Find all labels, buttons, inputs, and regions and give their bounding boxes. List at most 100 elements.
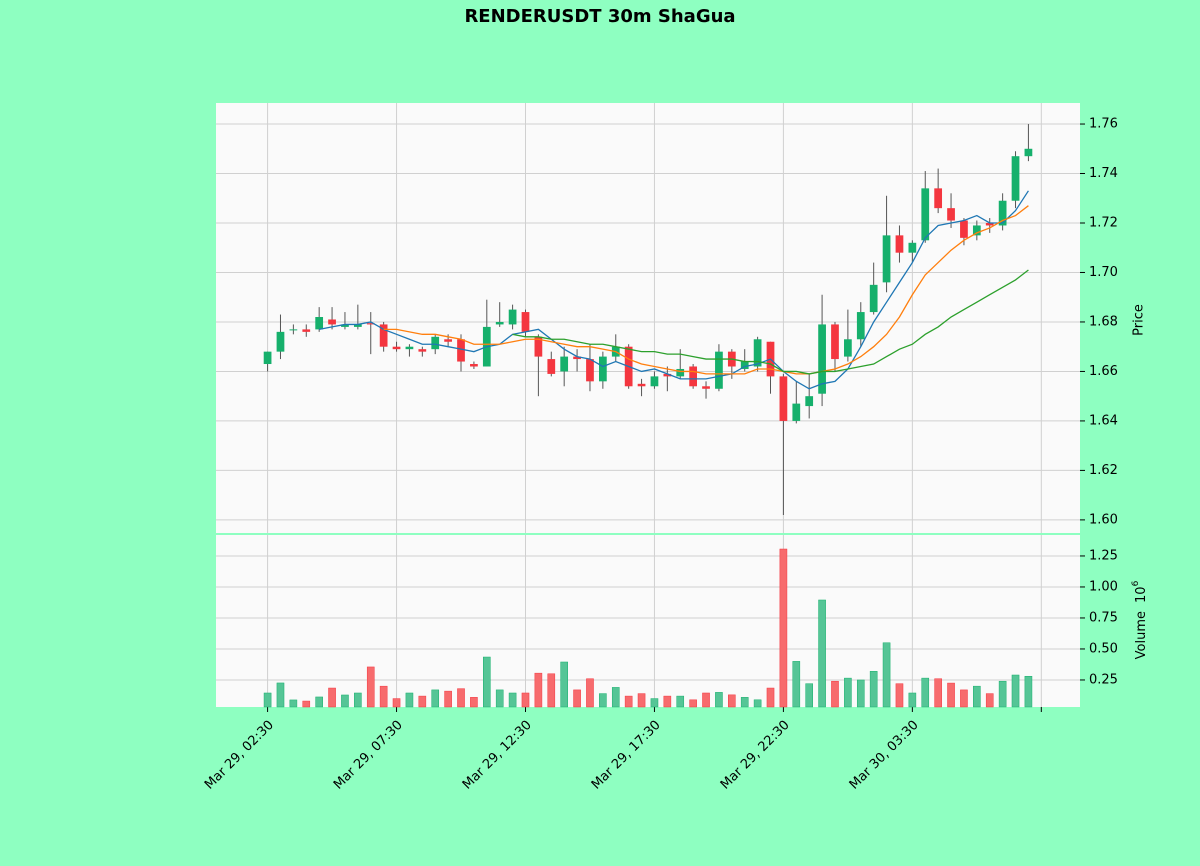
volume-bar	[844, 677, 852, 708]
volume-bar	[302, 700, 311, 708]
candle-body	[457, 339, 465, 362]
volume-bar	[637, 693, 646, 708]
y-tick-label: 1.70	[1089, 265, 1118, 280]
candle-body	[1011, 156, 1020, 201]
volume-bar	[599, 693, 607, 708]
y-tick-label: 1.74	[1089, 166, 1118, 181]
candle-body	[521, 312, 530, 332]
candle-body	[676, 368, 685, 377]
candle-body	[315, 317, 324, 330]
volume-bar	[560, 661, 568, 708]
volume-bar	[315, 696, 323, 708]
candle-body	[405, 346, 414, 350]
y2-tick-label: 1.00	[1089, 579, 1118, 594]
volume-bar	[792, 661, 801, 708]
volume-bar	[431, 689, 440, 708]
y2-tick-label: 1.25	[1089, 548, 1118, 563]
moving-average-line	[383, 205, 1029, 375]
y-tick-label: 1.62	[1089, 463, 1118, 478]
candle-body	[856, 312, 865, 340]
volume-bar	[392, 698, 401, 708]
candle-body	[805, 396, 814, 407]
candle-body	[740, 361, 749, 369]
volume-bar	[869, 671, 878, 708]
volume-bar	[805, 683, 813, 708]
volume-bar	[818, 599, 826, 708]
candle-body	[792, 403, 801, 421]
y-tick-label: 1.60	[1089, 512, 1118, 527]
volume-bar	[1011, 674, 1020, 708]
volume-bar	[676, 695, 685, 708]
candle-body	[1024, 148, 1033, 157]
volume-bar	[354, 692, 362, 708]
volume-bar	[753, 699, 762, 708]
volume-scale-exponent: 6	[1131, 580, 1141, 586]
volume-bar	[715, 692, 723, 708]
volume-bar	[495, 689, 504, 708]
volume-bar	[856, 679, 865, 708]
volume-label: Volume	[1134, 611, 1149, 659]
volume-bar	[650, 698, 659, 708]
candle-body	[534, 336, 543, 357]
candle-body	[598, 356, 607, 382]
moving-average-line	[512, 269, 1029, 375]
volume-bar	[998, 680, 1007, 708]
candle-body	[689, 366, 698, 387]
candle-body	[972, 225, 981, 236]
candle-body	[895, 235, 904, 253]
volume-bar	[985, 693, 994, 708]
volume-bar	[534, 672, 543, 708]
y-tick-label: 1.72	[1089, 215, 1118, 230]
y2-tick-label: 0.25	[1089, 672, 1118, 687]
volume-bar	[470, 697, 478, 708]
candle-body	[508, 309, 517, 325]
volume-bar	[444, 690, 452, 708]
candle-body	[353, 324, 362, 327]
candle-body	[431, 336, 440, 350]
candle-body	[328, 319, 336, 325]
volume-bar	[934, 678, 942, 708]
volume-bar	[379, 685, 388, 708]
volume-bar	[366, 666, 375, 708]
volume-bar	[766, 687, 775, 708]
volume-scale-base: 10	[1134, 586, 1149, 603]
volume-bar	[973, 685, 981, 708]
y2-tick-label: 0.75	[1089, 610, 1118, 625]
candle-body	[702, 386, 710, 389]
candle-body	[882, 235, 891, 283]
candle-body	[960, 220, 968, 238]
candle-body	[289, 329, 298, 331]
candle-body	[998, 200, 1007, 226]
candle-body	[392, 346, 401, 350]
volume-bar	[586, 678, 594, 708]
candle-body	[650, 376, 659, 387]
volume-bar	[276, 682, 285, 708]
chart-title: RENDERUSDT 30m ShaGua	[464, 6, 735, 27]
candle-body	[444, 339, 452, 342]
volume-bar	[483, 656, 491, 708]
y-tick-label: 1.64	[1089, 413, 1118, 428]
candle-body	[366, 323, 375, 325]
volume-bar	[457, 688, 465, 708]
candle-body	[908, 242, 917, 253]
volume-bar	[921, 677, 930, 708]
volume-bar	[728, 694, 736, 708]
candle-body	[663, 373, 672, 377]
candle-body	[341, 324, 349, 327]
volume-bar	[740, 697, 749, 708]
candle-body	[495, 321, 504, 325]
candle-body	[379, 324, 388, 347]
candle-body	[779, 376, 788, 421]
volume-bar	[882, 642, 891, 708]
volume-bar	[547, 673, 556, 708]
y-tick-label: 1.68	[1089, 314, 1118, 329]
y2-tick-label: 0.50	[1089, 641, 1118, 656]
volume-bar	[611, 687, 620, 708]
volume-bar	[908, 692, 917, 708]
volume-axis-label: Volume 106	[1131, 580, 1149, 659]
y-axis-label: Price	[1132, 304, 1147, 336]
candle-body	[844, 339, 852, 357]
candle-body	[831, 324, 839, 360]
candle-body	[818, 324, 826, 394]
